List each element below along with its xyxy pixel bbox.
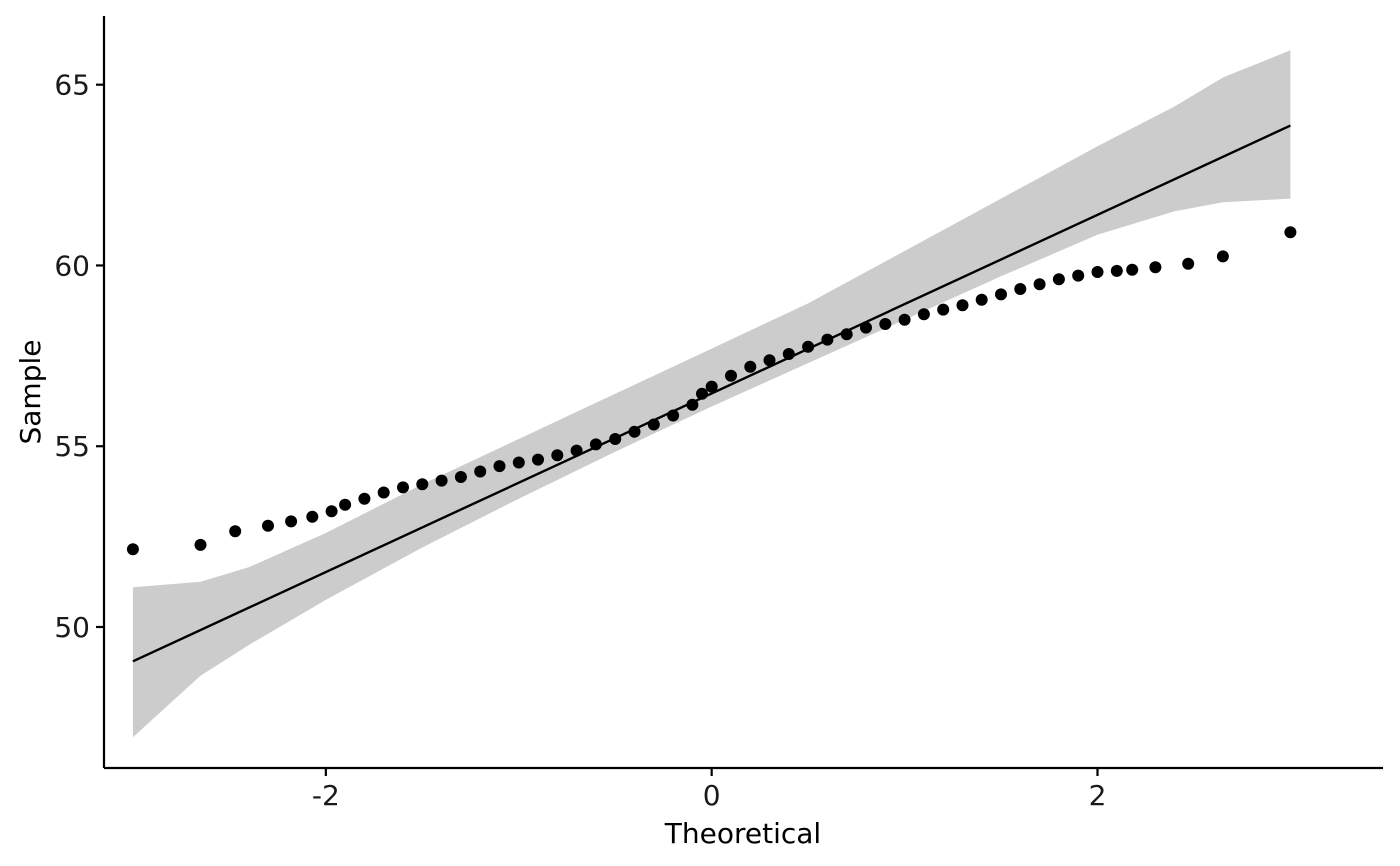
sample-point [589,438,602,451]
sample-point [358,492,371,505]
sample-point [454,471,467,483]
sample-point [1052,273,1065,286]
reference-line-layer [132,124,1291,663]
sample-point [1126,263,1139,276]
y-tick-label: 50 [54,611,90,644]
sample-point [609,433,622,445]
x-axis-title: Theoretical [664,817,821,850]
sample-point [397,481,409,494]
sample-point [1014,283,1027,295]
sample-point [763,354,776,367]
sample-point [937,303,950,316]
sample-point [570,444,583,457]
sample-point [325,505,338,518]
sample-point [493,460,506,473]
sample-point [1033,278,1046,291]
y-tick-label: 60 [54,249,90,282]
sample-point [860,321,872,334]
x-tick-label: 0 [703,779,721,812]
sample-point [126,543,139,556]
sample-point [1284,226,1297,239]
sample-point [229,525,242,538]
sample-point [647,418,660,431]
sample-point [1149,261,1162,274]
sample-point [667,409,680,422]
sample-point [898,313,911,326]
sample-point [628,425,641,438]
sample-point [802,340,815,353]
sample-point [956,299,969,312]
sample-point [435,474,448,487]
sample-point [995,288,1007,301]
sample-point [1182,257,1195,270]
y-tick-label: 55 [54,430,90,463]
sample-point [306,510,319,523]
sample-point [551,449,564,462]
sample-point [285,515,298,528]
sample-point [725,369,737,382]
sample-point [1216,250,1229,263]
reference-line [132,124,1291,663]
sample-point [744,360,757,373]
sample-point [840,328,853,341]
sample-points-layer [126,226,1297,556]
sample-point [696,387,708,400]
sample-point [1110,264,1123,277]
axes-layer: -2 0 2 50 55 60 65 [54,16,1383,812]
sample-point [917,308,930,321]
sample-point [821,333,834,346]
x-tick-label: -2 [312,779,340,812]
sample-point [1091,266,1104,278]
sample-point [1072,269,1085,282]
sample-point [416,478,429,491]
x-tick-label: 2 [1089,779,1107,812]
sample-point [377,486,390,499]
sample-point [262,519,274,532]
sample-point [686,398,699,411]
sample-point [705,380,718,393]
sample-point [782,348,795,360]
sample-point [474,465,487,478]
sample-point [512,456,525,469]
y-tick-label: 65 [54,69,90,102]
sample-point [879,318,892,330]
sample-point [975,293,988,306]
sample-point [194,538,207,551]
sample-point [532,453,544,466]
y-axis-title: Sample [14,340,47,445]
sample-point [339,498,352,511]
